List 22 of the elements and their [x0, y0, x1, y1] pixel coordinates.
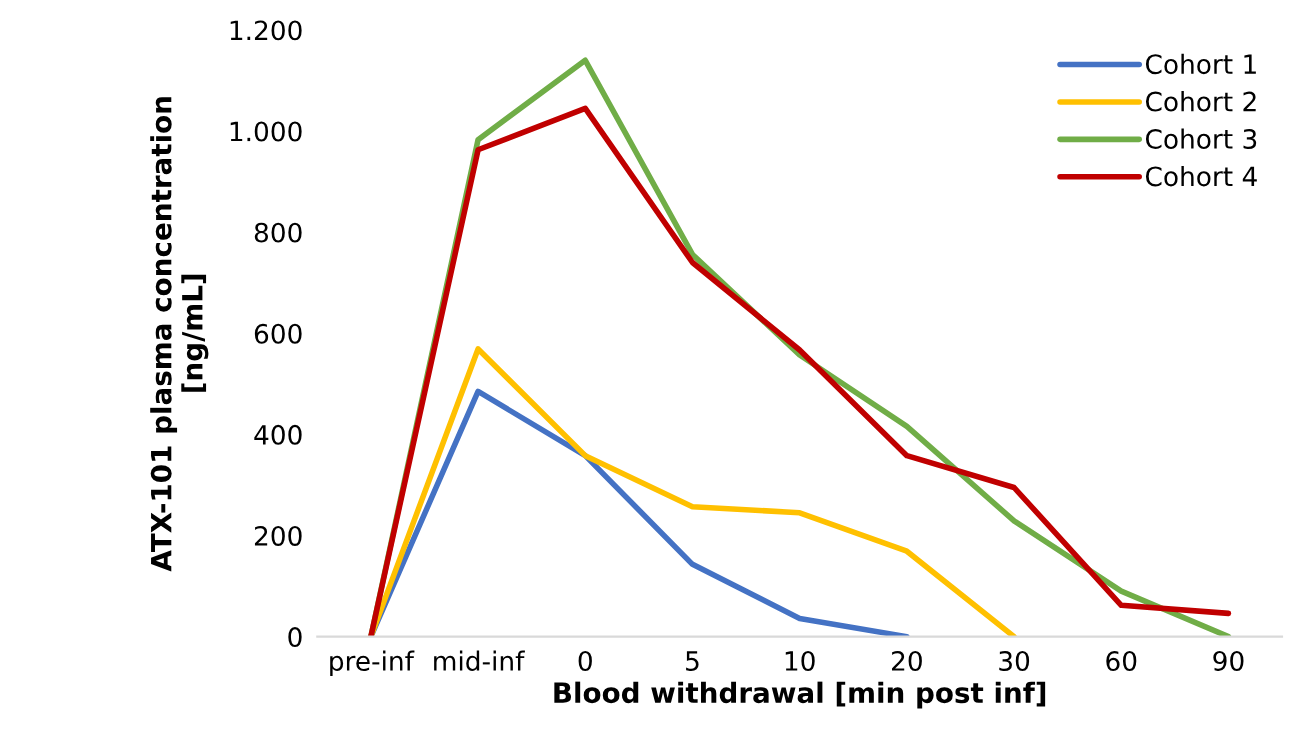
x-tick-label: 60: [1106, 651, 1137, 671]
x-tick-label: mid-inf: [434, 650, 525, 671]
x-tick-label: pre-inf: [330, 650, 415, 677]
x-axis-title: Blood withdrawal [min post inf]: [554, 681, 1046, 709]
legend-label: Cohort 3: [1145, 128, 1257, 149]
legend-label: Cohort 4: [1145, 165, 1257, 187]
x-tick-label: 0: [578, 651, 592, 671]
legend-label: Cohort 1: [1145, 53, 1256, 75]
y-tick-label: 800: [254, 222, 302, 243]
y-axis-title: ATX-101 plasma concentration [ng/mL]: [150, 97, 209, 572]
legend-label: Cohort 2: [1145, 91, 1256, 112]
x-tick-label: 10: [785, 651, 815, 671]
x-tick-label: 20: [892, 651, 922, 671]
y-tick-label: 1.200: [230, 20, 302, 41]
y-tick-label: 1.000: [230, 121, 302, 142]
y-tick-label: 0: [288, 627, 302, 648]
x-tick-label: 30: [999, 651, 1030, 671]
y-tick-label: 600: [254, 323, 302, 344]
y-tick-label: 200: [254, 525, 302, 546]
x-tick-label: 5: [686, 651, 699, 671]
y-tick-label: 400: [254, 424, 302, 445]
x-tick-label: 90: [1213, 651, 1244, 671]
